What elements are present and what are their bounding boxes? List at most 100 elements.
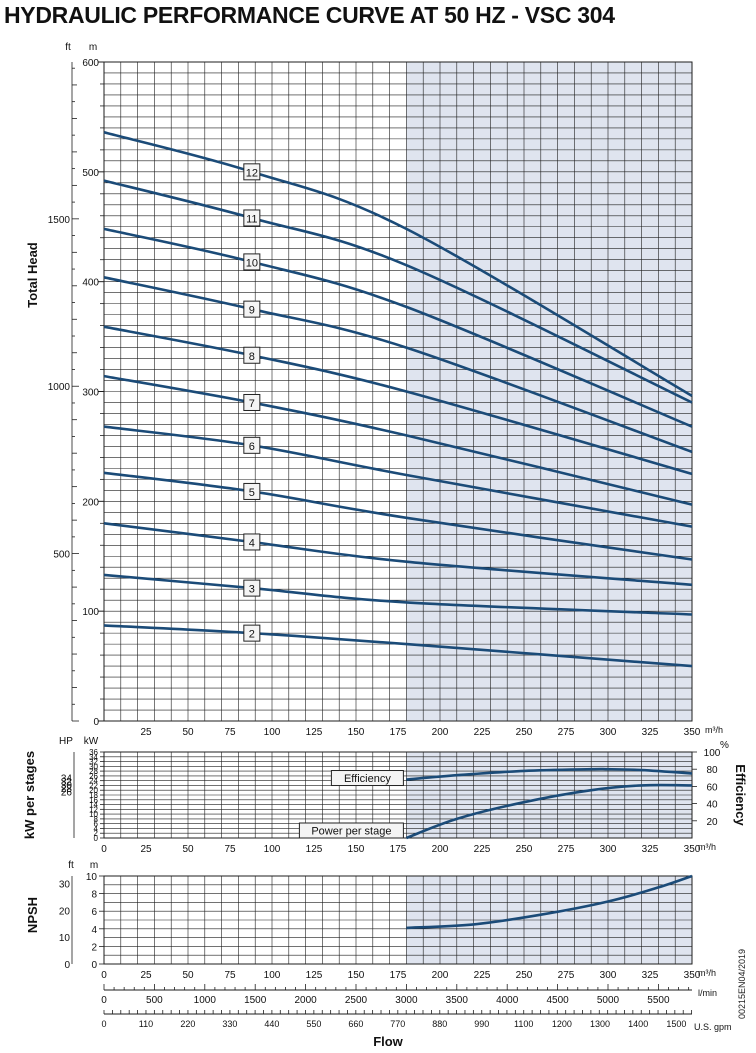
stage-label-text: 7	[249, 398, 255, 410]
stage-label-9: 9	[243, 300, 261, 318]
stage-label-text: 2	[249, 629, 255, 641]
x-tick-label: 250	[516, 844, 533, 855]
document-code: 00215EN04/2019	[737, 949, 747, 1019]
kw-tick-label: 12	[89, 805, 98, 814]
efficiency-axis: 20 40 60 80 100	[692, 748, 721, 828]
x-tick-label: 225	[474, 844, 491, 855]
unit-m: m	[89, 42, 97, 53]
x-tick-label: 0	[101, 844, 107, 855]
stage-label-text: 3	[249, 584, 255, 596]
hp-tick-label: 26	[61, 788, 73, 799]
unit-m: m	[90, 860, 98, 871]
unit-ft: ft	[65, 42, 71, 53]
x-tick-label: 200	[432, 844, 449, 855]
x-tick-label: 200	[432, 727, 449, 738]
power-efficiency-curves: Efficiency Power per stage	[298, 767, 693, 840]
stage-label-box	[243, 163, 261, 181]
x-tick-label: 175	[390, 970, 407, 981]
hp-tick-label: 32	[61, 777, 73, 788]
x-tick-label: 125	[306, 970, 323, 981]
kw-tick-label: 24	[89, 777, 98, 786]
head-curves: 2 3 4 5 6 7 8 9 10 11 12	[103, 131, 693, 668]
x-tick-label: 25	[140, 844, 152, 855]
stage-label-box	[243, 533, 261, 551]
page-title: HYDRAULIC PERFORMANCE CURVE AT 50 HZ - V…	[4, 2, 615, 28]
hp-tick-label: 30	[61, 781, 73, 792]
x-tick-label: 100	[264, 970, 281, 981]
stage-label-box	[243, 436, 261, 454]
npsh-m-tick-label: 2	[91, 942, 97, 953]
npsh-m-tick-label: 10	[86, 872, 98, 883]
head-panel: 0 100 200 300 400 500 600 500 1000 1500 ft m Total H…	[25, 42, 723, 738]
x-axis-head: 25 50 75 100 125 150 175 200 225 250 275 300 325 350 m…	[140, 725, 723, 738]
head-curve-stages-4	[103, 522, 693, 587]
gpm-tick-label: 1100	[514, 1019, 533, 1029]
head-curve-stages-8	[103, 325, 693, 476]
curve-label-text: Efficiency	[344, 773, 391, 785]
y-axis-title: Total Head	[25, 242, 40, 308]
npsh-m-tick-label: 8	[91, 890, 97, 901]
head-curve-stages-3	[103, 573, 693, 616]
x-unit: m³/h	[698, 842, 716, 852]
eff-tick-label: 80	[706, 765, 718, 776]
hp-tick-label: 34	[61, 773, 73, 784]
kw-tick-label: 26	[89, 772, 98, 781]
eff-tick-label: 20	[706, 817, 718, 828]
npsh-ft-tick-label: 10	[59, 933, 71, 944]
eff-tick-label: 40	[706, 800, 718, 811]
x-unit: m³/h	[705, 725, 723, 735]
gpm-tick-label: 880	[432, 1019, 447, 1029]
x-tick-label: 50	[182, 844, 194, 855]
head-curve-stages-5	[103, 471, 693, 561]
x-tick-label: 125	[306, 844, 323, 855]
head-curve-stages-2	[103, 624, 693, 668]
stage-label-6: 6	[243, 436, 261, 454]
kw-tick-label: 4	[94, 824, 99, 833]
lmin-unit: l/min	[698, 988, 717, 998]
hp-tick-label: 28	[61, 784, 73, 795]
curve-label-text: Power per stage	[311, 826, 391, 838]
y-tick-label-ft: 500	[53, 550, 70, 561]
lmin-tick-label: 1500	[244, 995, 267, 1006]
lmin-tick-label: 5000	[597, 995, 620, 1006]
x-tick-label: 0	[101, 970, 107, 981]
npsh-m-tick-label: 0	[91, 960, 97, 971]
x-tick-label: 275	[558, 970, 575, 981]
x-axis-npsh: 0 25 50 75 100 125 150 175 200 225 250 275 300 325 350…	[101, 968, 716, 981]
stage-label-text: 9	[249, 305, 255, 317]
x-tick-label: 175	[390, 727, 407, 738]
kw-tick-label: 32	[89, 758, 98, 767]
kw-tick-label: 8	[94, 815, 99, 824]
document-code-text: 00215EN04/2019	[737, 949, 747, 1019]
kw-tick-label: 18	[89, 791, 98, 800]
efficiency-label: Efficiency	[330, 770, 404, 787]
stage-label-text: 4	[249, 537, 255, 549]
unit-kw: kW	[84, 736, 99, 747]
npsh-m-tick-label: 6	[91, 907, 97, 918]
lmin-tick-label: 500	[146, 995, 163, 1006]
power-per-stage-curve	[405, 783, 693, 840]
y-tick-label-m: 0	[93, 717, 99, 728]
x-tick-label: 275	[558, 844, 575, 855]
y-axis-title-kw: kW per stages	[22, 751, 37, 839]
x-tick-label: 325	[642, 727, 659, 738]
kw-tick-label: 34	[89, 753, 98, 762]
gpm-tick-label: 770	[390, 1019, 405, 1029]
x-tick-label: 75	[224, 844, 236, 855]
kw-tick-label: 0	[94, 834, 99, 843]
kw-tick-label: 6	[94, 820, 99, 829]
gpm-tick-label: 990	[474, 1019, 489, 1029]
x-tick-label: 150	[348, 970, 365, 981]
x-tick-label: 100	[264, 727, 281, 738]
flow-axis-title: Flow	[373, 1034, 403, 1049]
head-curve-stages-10	[103, 227, 693, 428]
lmin-tick-label: 3500	[446, 995, 469, 1006]
gpm-tick-label: 550	[306, 1019, 321, 1029]
lmin-tick-label: 0	[101, 995, 107, 1006]
gpm-tick-label: 1300	[590, 1019, 610, 1029]
x-tick-label: 350	[684, 970, 701, 981]
stage-label-8: 8	[243, 346, 261, 364]
kw-tick-label: 36	[89, 748, 98, 757]
